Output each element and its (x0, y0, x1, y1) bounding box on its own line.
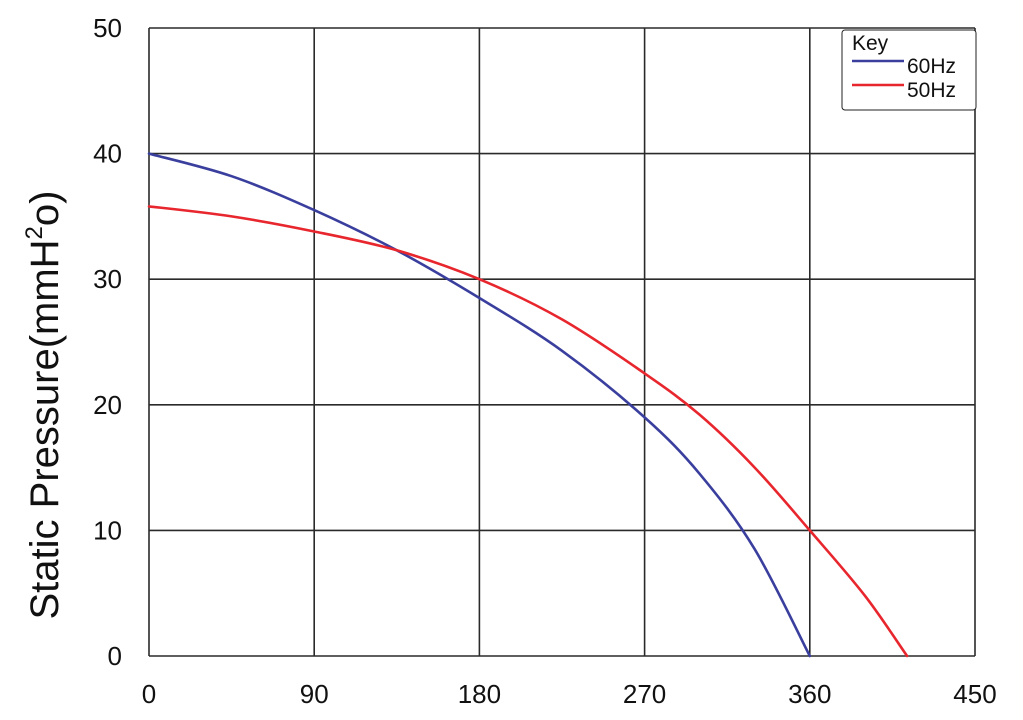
y-tick-label: 30 (93, 264, 122, 294)
y-tick-label: 0 (108, 641, 122, 671)
x-tick-label: 360 (788, 679, 831, 709)
legend-box (841, 29, 977, 111)
x-tick-label: 0 (142, 679, 156, 709)
x-tick-label: 180 (458, 679, 501, 709)
grid-lines (148, 27, 976, 657)
y-tick-labels: 0 10 20 30 40 50 (93, 13, 122, 671)
series-lines (147, 152, 909, 658)
y-tick-label: 40 (93, 139, 122, 169)
legend-label-60hz: 60Hz (907, 55, 956, 78)
legend-title: Key (852, 32, 889, 55)
x-tick-label: 270 (623, 679, 666, 709)
y-tick-label: 10 (93, 515, 122, 545)
x-tick-label: 450 (953, 679, 996, 709)
y-tick-label: 20 (93, 390, 122, 420)
y-axis-label: Static Pressure(mmH2o) (21, 191, 67, 620)
series-line-60hz (147, 152, 812, 658)
series-line-50hz (147, 205, 909, 658)
legend-label-50hz: 50Hz (907, 79, 956, 102)
x-tick-label: 90 (300, 679, 329, 709)
y-tick-label: 50 (93, 13, 122, 43)
x-tick-labels: 0 90 180 270 360 450 (142, 679, 997, 709)
